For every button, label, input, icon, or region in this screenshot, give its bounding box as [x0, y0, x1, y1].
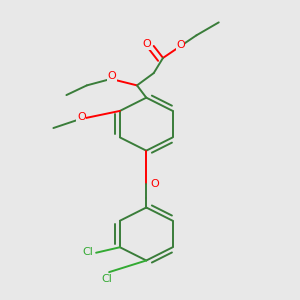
Text: O: O	[176, 40, 185, 50]
Text: O: O	[143, 39, 152, 50]
Text: O: O	[150, 179, 159, 189]
Text: O: O	[77, 112, 85, 122]
Text: Cl: Cl	[102, 274, 113, 284]
Text: Cl: Cl	[82, 247, 93, 257]
Text: O: O	[108, 71, 116, 81]
